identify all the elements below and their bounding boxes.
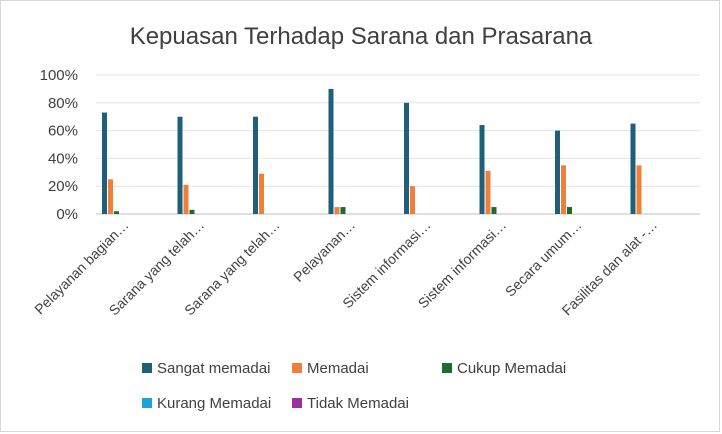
bars bbox=[102, 88, 642, 214]
legend-label: Sangat memadai bbox=[157, 360, 270, 377]
bar-cukup-memadai bbox=[491, 207, 497, 214]
bar-memadai bbox=[334, 207, 340, 214]
bar-sangat-memadai bbox=[479, 125, 485, 214]
bar-sangat-memadai bbox=[404, 102, 409, 214]
bar-memadai bbox=[485, 170, 491, 214]
chart-title: Kepuasan Terhadap Sarana dan Prasarana bbox=[130, 23, 593, 50]
y-tick-label: 20% bbox=[48, 178, 78, 195]
bar-memadai bbox=[410, 186, 415, 214]
legend-swatch bbox=[442, 363, 452, 373]
legend-label: Cukup Memadai bbox=[457, 360, 566, 377]
bar-memadai bbox=[636, 165, 642, 214]
y-tick-label: 0% bbox=[56, 206, 78, 223]
bar-sangat-memadai bbox=[102, 112, 107, 214]
bar-sangat-memadai bbox=[253, 116, 258, 214]
bar-cukup-memadai bbox=[114, 211, 119, 214]
bar-memadai bbox=[561, 165, 566, 214]
bar-memadai bbox=[183, 184, 189, 214]
legend-swatch bbox=[142, 398, 152, 408]
category-label: Pelayanan… bbox=[290, 217, 358, 285]
bar-cukup-memadai bbox=[340, 207, 346, 214]
legend-label: Kurang Memadai bbox=[157, 395, 271, 412]
y-tick-label: 40% bbox=[48, 150, 78, 167]
bar-memadai bbox=[108, 179, 113, 214]
bar-sangat-memadai bbox=[630, 123, 636, 214]
y-axis-tick-labels: 100% 80% 60% 40% 20% 0% bbox=[40, 67, 78, 223]
y-tick-label: 100% bbox=[40, 67, 78, 84]
legend-swatch bbox=[292, 398, 302, 408]
y-tick-label: 80% bbox=[48, 95, 78, 112]
bar-sangat-memadai bbox=[328, 88, 334, 214]
category-label: Secara umum… bbox=[502, 217, 585, 300]
legend-label: Memadai bbox=[307, 360, 369, 377]
bar-cukup-memadai bbox=[189, 209, 195, 214]
bar-memadai bbox=[259, 173, 264, 214]
legend: Sangat memadai Memadai Cukup Memadai Kurang… bbox=[142, 360, 566, 412]
bar-sangat-memadai bbox=[177, 116, 183, 214]
x-axis-category-labels: Pelayanan bagian…Sarana yang telah…Saran… bbox=[31, 217, 660, 319]
legend-swatch bbox=[292, 363, 302, 373]
legend-swatch bbox=[142, 363, 152, 373]
bar-cukup-memadai bbox=[567, 207, 572, 214]
gridlines bbox=[96, 74, 700, 215]
legend-label: Tidak Memadai bbox=[307, 395, 409, 412]
y-tick-label: 60% bbox=[48, 123, 78, 140]
bar-sangat-memadai bbox=[555, 130, 560, 214]
